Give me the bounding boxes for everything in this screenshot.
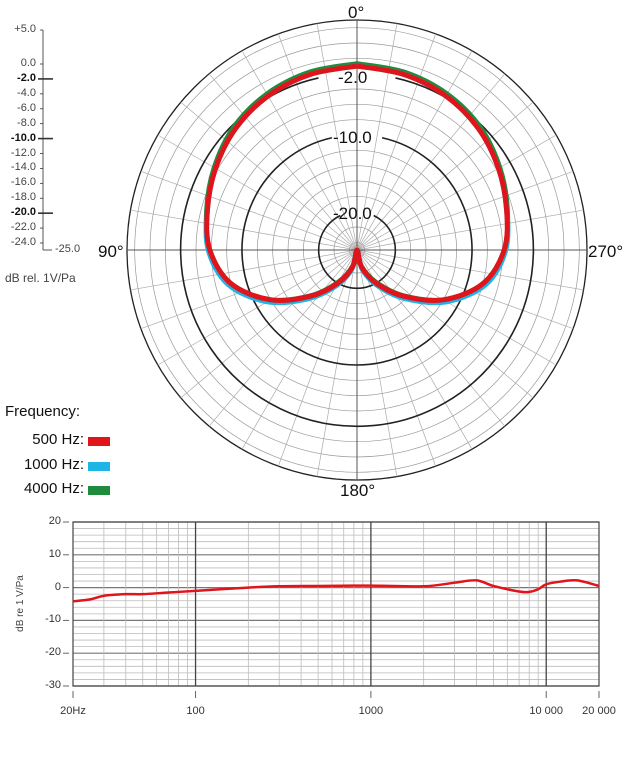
scale-label: -16.0 (10, 176, 36, 189)
legend-label: 4000 Hz: (23, 480, 84, 497)
angle-label-270: 270° (588, 242, 624, 261)
scale-label: -2.0 (17, 71, 36, 84)
fr-xtick-label: 1000 (358, 705, 384, 717)
scale-label: -20.0 (10, 206, 36, 219)
angle-label-180: 180° (340, 481, 376, 500)
scale-min-label: -25.0 (55, 243, 81, 255)
polar-bold-ring (317, 214, 397, 290)
legend-swatch-green (88, 486, 110, 495)
legend-title: Frequency: (5, 403, 81, 420)
fr-ytick-label: 0 (54, 580, 61, 593)
fr-xtick-label: 20 000 (582, 705, 616, 717)
scale-label: -22.0 (10, 221, 36, 234)
fr-ylabel: dB re 1 V/Pa (14, 575, 26, 632)
polar-bold-ring (241, 136, 473, 366)
fr-xtick-label: 10 000 (529, 705, 564, 717)
ring-label-minus-10: -10.0 (333, 128, 372, 147)
fr-ytick-label: -30 (45, 679, 61, 691)
fr-ytick-label: -10 (45, 613, 61, 626)
fr-xtick-label: 20Hz (60, 705, 86, 717)
fr-ytick-label: 20 (48, 515, 61, 527)
scale-label: 0.0 (20, 57, 36, 69)
legend-label: 500 Hz: (32, 431, 84, 448)
scale-label: -12.0 (10, 146, 36, 159)
fr-ytick-label: -20 (45, 646, 61, 659)
scale-label: -4.0 (17, 86, 36, 99)
fr-plot-frame (72, 521, 600, 687)
ring-label-minus-20: -20.0 (333, 204, 372, 223)
fr-ytick-label: 10 (48, 547, 61, 560)
legend-swatch-blue (88, 462, 110, 471)
scale-label: -18.0 (10, 191, 36, 204)
fr-xtick-label: 100 (186, 705, 205, 717)
scale-label: -24.0 (10, 236, 36, 248)
scale-label: -10.0 (10, 131, 36, 144)
scale-label: -8.0 (17, 116, 36, 129)
scale-unit-label: dB rel. 1V/Pa (5, 271, 76, 285)
legend-swatch-red (88, 437, 110, 446)
scale-label: -14.0 (10, 161, 36, 174)
fr-series-line (72, 578, 600, 603)
polar-bold-ring (179, 77, 535, 428)
polar-series-500hz (204, 63, 510, 304)
ring-label-minus-2: -2.0 (338, 68, 368, 87)
angle-label-90: 90° (98, 242, 124, 261)
scale-label: -6.0 (17, 101, 36, 114)
angle-label-0: 0° (348, 3, 365, 22)
scale-label: +5.0 (14, 23, 36, 35)
legend-label: 1000 Hz: (23, 456, 84, 473)
